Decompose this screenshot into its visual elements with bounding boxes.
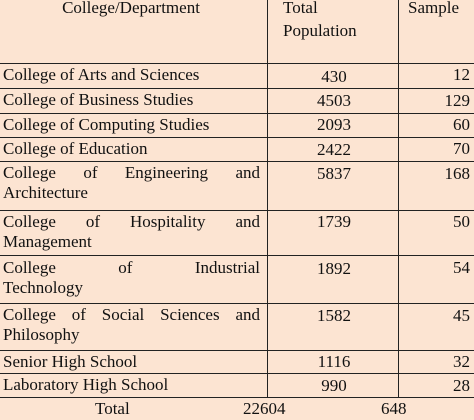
table-row-population: 1116 xyxy=(317,352,351,371)
row-rule xyxy=(0,373,474,374)
total-label: Total xyxy=(95,399,130,418)
row-rule xyxy=(0,88,474,89)
header-rule xyxy=(0,63,474,64)
row-rule xyxy=(0,210,474,211)
table-row-sample: 50 xyxy=(453,212,470,231)
table-row-population: 430 xyxy=(321,67,347,86)
table-row-name: College of Industrial Technology xyxy=(3,258,260,298)
column-divider-right xyxy=(398,0,399,397)
row-rule xyxy=(0,113,474,114)
table-row-sample: 70 xyxy=(453,139,470,158)
header-sample: Sample xyxy=(408,0,459,17)
table-row-name: College of Education xyxy=(3,139,148,158)
table-row-population: 5837 xyxy=(317,164,351,183)
table-row-sample: 54 xyxy=(453,258,470,277)
table-row-population: 1739 xyxy=(317,212,351,231)
table-row-name: College of Social Sciences and Philosophy xyxy=(3,305,260,345)
table-row-population: 990 xyxy=(321,376,347,395)
table-row-name: Laboratory High School xyxy=(3,375,169,394)
table-row-name-line2: Architecture xyxy=(3,183,88,202)
column-divider-left xyxy=(267,0,268,397)
header-department: College/Department xyxy=(62,0,200,17)
table-row-sample: 45 xyxy=(453,306,470,325)
table-row-population: 2422 xyxy=(317,140,351,159)
row-rule xyxy=(0,161,474,162)
total-rule xyxy=(0,397,474,398)
table-row-name-line1: College of Hospitality and xyxy=(3,212,260,231)
table-row-name-line2: Philosophy xyxy=(3,325,80,344)
table-row-sample: 12 xyxy=(453,65,470,84)
table-row-sample: 168 xyxy=(444,164,471,183)
header-population-line1: Total xyxy=(283,0,318,17)
table-row-sample: 28 xyxy=(453,376,470,395)
table-row-population: 2093 xyxy=(317,115,351,134)
row-rule xyxy=(0,303,474,304)
header-population-line2: Population xyxy=(283,21,357,40)
table-row-name: College of Hospitality and Management xyxy=(3,212,260,252)
table-row-name-line1: College of Social Sciences and xyxy=(3,305,260,324)
table-row-name-line1: College of Engineering and xyxy=(3,163,260,182)
table-row-name: Senior High School xyxy=(3,352,138,371)
table-row-name: College of Engineering and Architecture xyxy=(3,163,260,203)
table-row-sample: 129 xyxy=(444,91,471,110)
table-row-sample: 32 xyxy=(453,352,470,371)
total-population: 22604 xyxy=(243,399,286,418)
row-rule xyxy=(0,137,474,138)
table-row-name: College of Arts and Sciences xyxy=(3,65,200,84)
table-row-name-line2: Technology xyxy=(3,278,84,297)
table-row-population: 1892 xyxy=(317,259,351,278)
table-row-name-line1: College of Industrial xyxy=(3,258,260,277)
table-row-population: 4503 xyxy=(317,91,351,110)
table-row-sample: 60 xyxy=(453,115,470,134)
row-rule xyxy=(0,255,474,256)
table-row-name: College of Business Studies xyxy=(3,90,194,109)
table-row-name-line2: Management xyxy=(3,232,92,251)
table-row-population: 1582 xyxy=(317,306,351,325)
row-rule xyxy=(0,350,474,351)
table-row-name: College of Computing Studies xyxy=(3,115,210,134)
total-sample: 648 xyxy=(381,399,407,418)
